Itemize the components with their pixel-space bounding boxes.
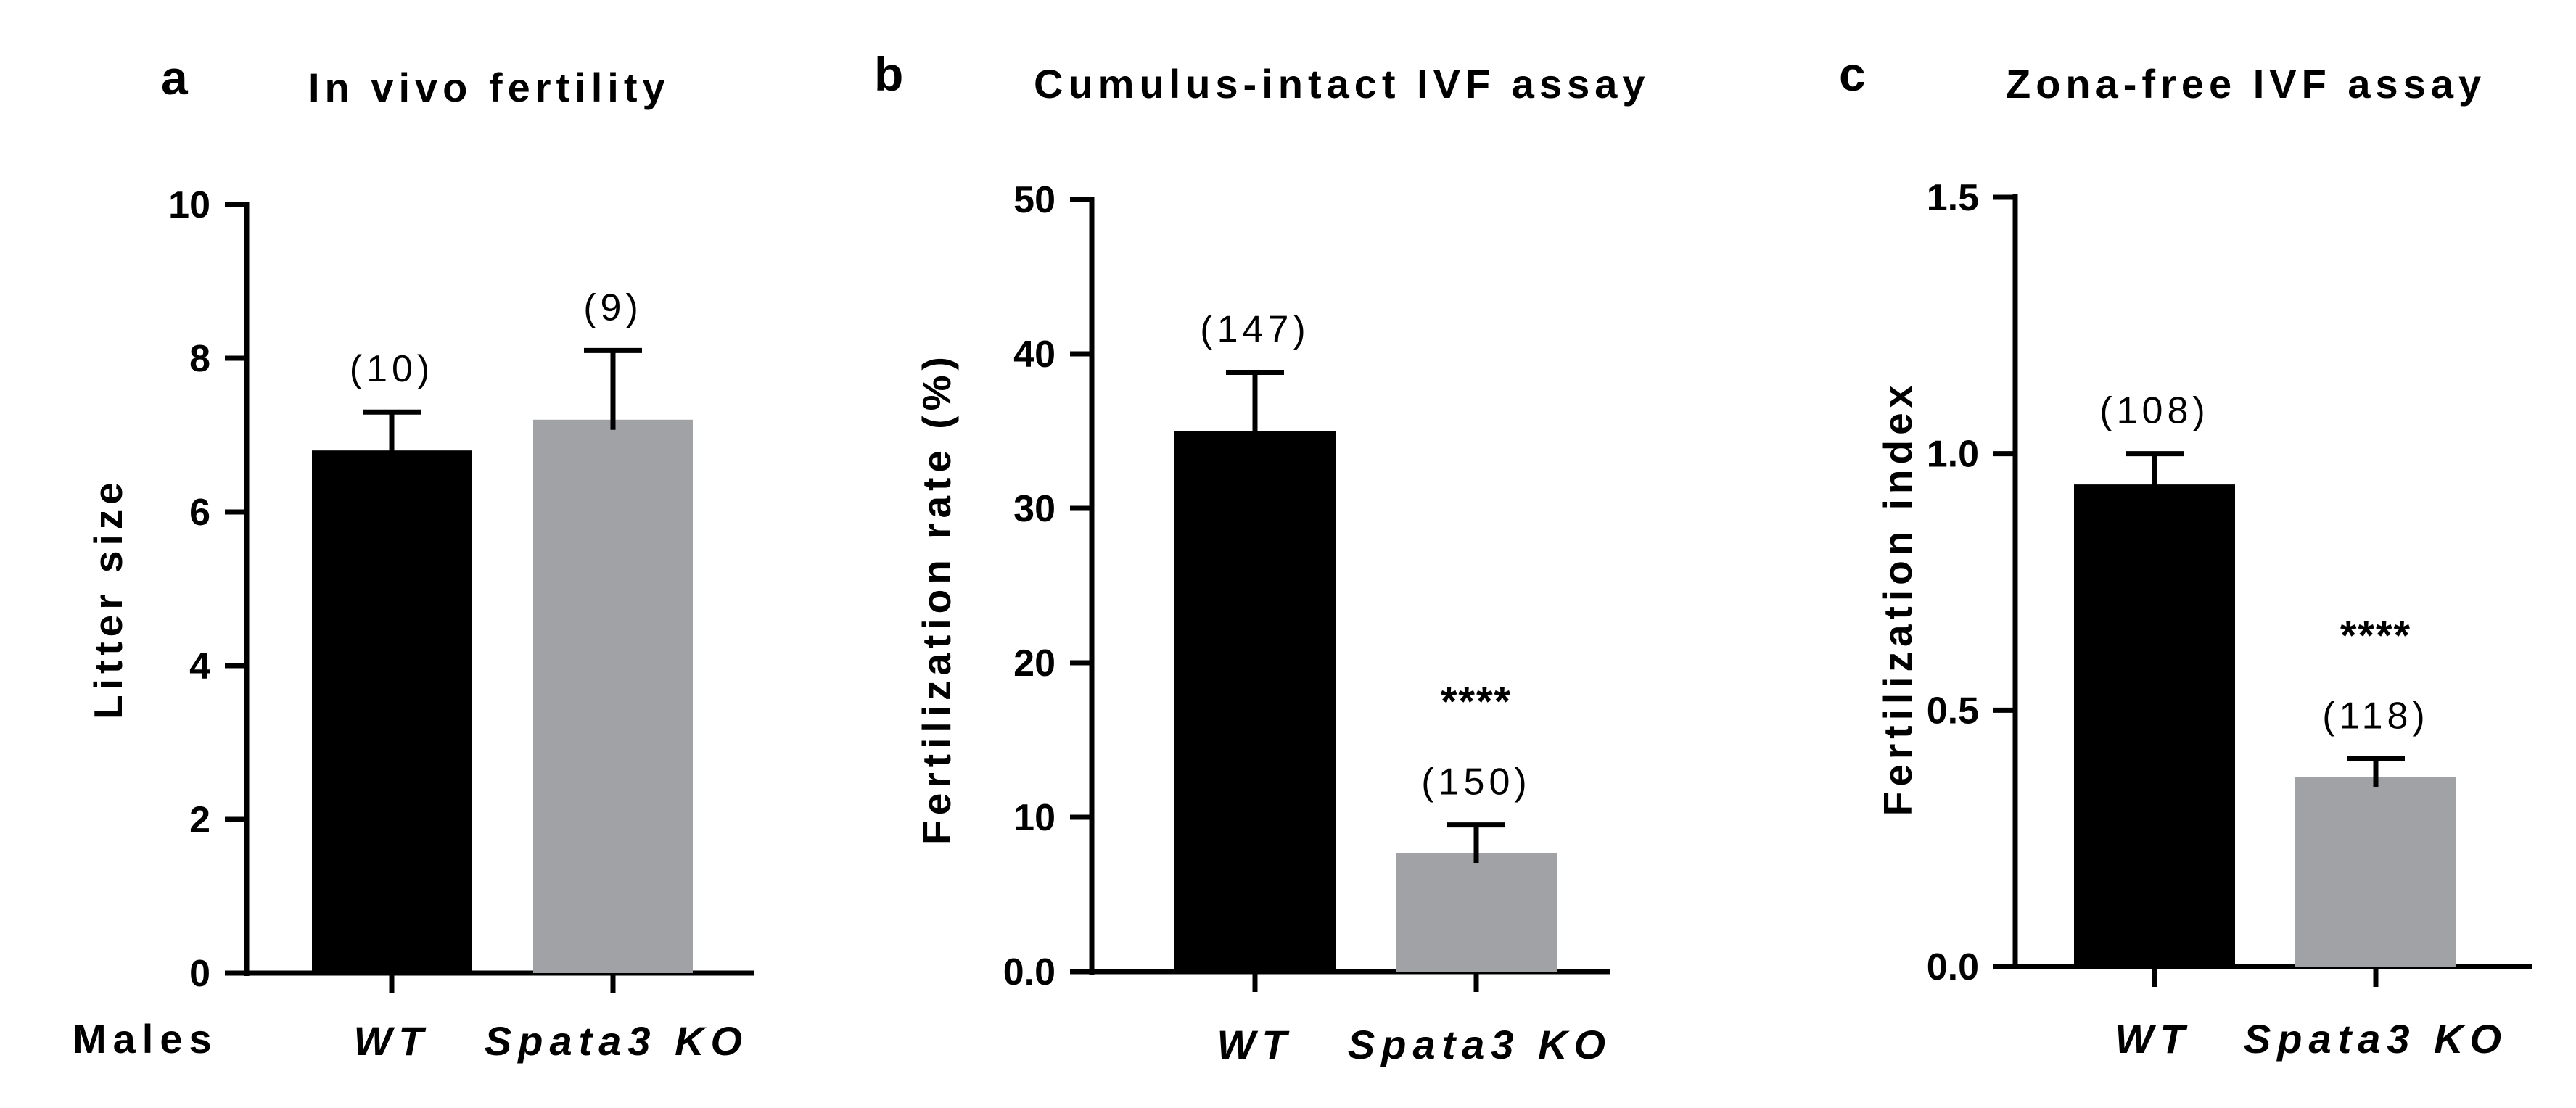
n-label: (9): [583, 286, 643, 328]
y-tick-label: 4: [189, 645, 210, 687]
y-tick-label: 1.5: [1927, 177, 1979, 219]
bar-wt: [1174, 431, 1336, 972]
significance-label: ****: [2340, 613, 2411, 660]
panel-a: a In vivo fertility Litter size 0 2 4 6 8 10 (10)…: [86, 51, 754, 1064]
bar-ko: [533, 419, 693, 973]
y-tick-label: 30: [1013, 488, 1055, 530]
x-category-label: Spata3 KO: [2244, 1016, 2508, 1062]
y-tick-label: 8: [189, 338, 210, 380]
bar-ko: [1396, 852, 1557, 972]
n-label: (147): [1200, 309, 1309, 351]
y-tick-label: 2: [189, 799, 210, 841]
y-tick-label: 6: [189, 492, 210, 534]
x-category-label: Spata3 KO: [1348, 1022, 1612, 1067]
y-axis-label: Fertilization index: [1875, 381, 1920, 816]
panel-title: Cumulus-intact IVF assay: [1034, 61, 1650, 107]
x-category-label: WT: [2115, 1016, 2191, 1062]
panel-title: In vivo fertility: [308, 65, 670, 110]
n-label: (118): [2322, 695, 2429, 737]
panel-letter: c: [1839, 47, 1866, 101]
y-tick-label: 0.5: [1927, 690, 1979, 732]
panel-letter: a: [161, 51, 189, 104]
n-label: (108): [2099, 390, 2209, 432]
y-axis-label: Fertilization rate (%): [914, 352, 959, 845]
y-tick-label: 0.0: [1003, 951, 1055, 993]
n-label: (10): [350, 348, 434, 390]
n-label: (150): [1421, 761, 1531, 803]
y-tick-label: 10: [1013, 797, 1055, 839]
bar-wt: [312, 450, 472, 973]
y-tick-label: 10: [168, 184, 210, 226]
panel-title: Zona-free IVF assay: [2006, 61, 2486, 107]
y-tick-label: 50: [1013, 179, 1055, 221]
y-tick-label: 0.0: [1927, 946, 1979, 988]
x-category-label: Spata3 KO: [485, 1018, 749, 1064]
y-tick-label: 0: [189, 953, 210, 995]
y-tick-label: 20: [1013, 642, 1055, 685]
significance-label: ****: [1441, 679, 1512, 726]
males-label: Males: [73, 1016, 218, 1062]
panel-letter: b: [874, 47, 903, 101]
y-tick-label: 40: [1013, 334, 1055, 376]
bar-ko: [2295, 777, 2456, 967]
bar-wt: [2074, 484, 2235, 967]
panel-b: b Cumulus-intact IVF assay Fertilization r…: [874, 47, 1650, 1067]
y-tick-label: 1.0: [1927, 434, 1979, 476]
y-axis-label: Litter size: [86, 477, 131, 719]
x-category-label: WT: [1217, 1022, 1293, 1067]
x-category-label: WT: [353, 1018, 429, 1064]
